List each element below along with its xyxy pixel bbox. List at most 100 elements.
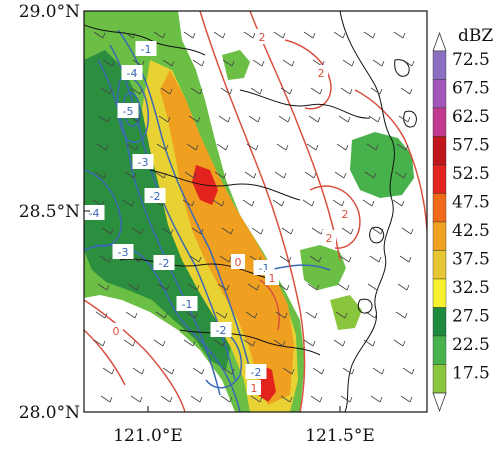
colorbar-level-label: 67.5 bbox=[452, 79, 490, 99]
wind-barb bbox=[333, 339, 346, 347]
wind-barb bbox=[394, 171, 407, 179]
wind-barb bbox=[281, 227, 294, 235]
wind-barb bbox=[402, 59, 415, 67]
wind-barb bbox=[213, 31, 226, 39]
contour-label-box bbox=[255, 29, 269, 44]
wind-barb bbox=[160, 87, 173, 95]
contour-value-label: -3 bbox=[118, 246, 129, 259]
wind-barb bbox=[303, 31, 316, 39]
contour-value-label: -4 bbox=[89, 207, 100, 220]
blue-contour bbox=[205, 329, 242, 389]
wind-barb bbox=[366, 143, 379, 151]
colorbar-level-label: 47.5 bbox=[452, 193, 490, 213]
lon-tick-label-121: 121.0°E bbox=[113, 426, 183, 446]
wind-barb bbox=[370, 395, 383, 403]
red-contour bbox=[284, 39, 332, 110]
wind-barb bbox=[216, 143, 229, 151]
wind-barb bbox=[245, 311, 258, 319]
wind-barb bbox=[334, 171, 347, 179]
wind-barb bbox=[188, 115, 201, 123]
colorbar-level-labels: 72.5 67.5 62.5 57.5 52.5 47.5 42.5 37.5 32.5 27.5… bbox=[452, 50, 490, 384]
wind-barb bbox=[192, 367, 205, 375]
wind-barb bbox=[247, 283, 260, 291]
echo-region-green-coast bbox=[330, 295, 362, 330]
wind-barb bbox=[341, 227, 354, 235]
island-outline bbox=[403, 110, 417, 128]
wind-barb bbox=[400, 87, 413, 95]
wind-barb bbox=[335, 311, 348, 319]
wind-barb bbox=[250, 87, 263, 95]
wind-barb bbox=[305, 311, 318, 319]
wind-barb bbox=[101, 227, 114, 235]
wind-barb bbox=[250, 395, 263, 403]
wind-barb bbox=[278, 115, 291, 123]
wind-barb bbox=[340, 395, 353, 403]
axis-ticks bbox=[84, 10, 341, 413]
wind-barb bbox=[190, 395, 203, 403]
wind-barb bbox=[312, 367, 325, 375]
island-outline bbox=[357, 298, 373, 314]
wind-barb bbox=[162, 367, 175, 375]
colorbar-level-label: 52.5 bbox=[452, 164, 490, 184]
wind-barb bbox=[130, 395, 143, 403]
wind-barb bbox=[332, 199, 345, 207]
wind-barb bbox=[306, 143, 319, 151]
wind-barb bbox=[94, 171, 107, 179]
wind-barb bbox=[189, 255, 202, 263]
colorbar-swatch bbox=[432, 193, 447, 223]
wind-barb bbox=[131, 227, 144, 235]
red-contour bbox=[249, 11, 341, 261]
wind-barb bbox=[154, 171, 167, 179]
wind-barb bbox=[401, 227, 414, 235]
colorbar-swatch bbox=[432, 136, 447, 166]
blue-contour bbox=[117, 29, 251, 371]
contour-value-label: 0 bbox=[113, 325, 120, 338]
colorbar-swatch bbox=[432, 107, 447, 137]
wind-barb bbox=[100, 87, 113, 95]
wind-barb bbox=[340, 87, 353, 95]
wind-barb bbox=[303, 339, 316, 347]
island-outline bbox=[369, 226, 385, 244]
wind-barb bbox=[242, 199, 255, 207]
contour-value-label: -1 bbox=[141, 43, 152, 56]
contour-label-box bbox=[314, 65, 328, 80]
wind-barb bbox=[183, 31, 196, 39]
colorbar-swatches bbox=[432, 31, 447, 413]
wind-barb bbox=[157, 283, 170, 291]
contour-label-box bbox=[112, 244, 134, 259]
echo-region-orange bbox=[160, 70, 294, 405]
wind-barb bbox=[99, 255, 112, 263]
wind-barb bbox=[308, 115, 321, 123]
colorbar-level-label: 62.5 bbox=[452, 107, 490, 127]
contour-label-box bbox=[338, 206, 352, 221]
echo-region-darkgreen-west bbox=[84, 50, 232, 370]
colorbar-title: dBZ bbox=[458, 26, 493, 46]
colorbar-level-label: 42.5 bbox=[452, 221, 490, 241]
wind-barb bbox=[339, 255, 352, 263]
wind-barb bbox=[185, 311, 198, 319]
wind-barb bbox=[153, 339, 166, 347]
red-contour bbox=[84, 329, 126, 386]
wind-barb bbox=[365, 311, 378, 319]
wind-barb bbox=[398, 115, 411, 123]
wind-barb bbox=[123, 31, 136, 39]
contour-value-label: -3 bbox=[138, 156, 149, 169]
wind-barb bbox=[126, 143, 139, 151]
wind-barb bbox=[364, 171, 377, 179]
wind-barb bbox=[396, 143, 409, 151]
contour-label-box bbox=[109, 323, 123, 338]
wind-barb bbox=[220, 395, 233, 403]
wind-barb bbox=[333, 31, 346, 39]
contour-label-box bbox=[83, 205, 105, 220]
lon-tick-label-121-5: 121.5°E bbox=[305, 426, 375, 446]
wind-barb bbox=[244, 171, 257, 179]
wind-barb bbox=[307, 283, 320, 291]
red-contour bbox=[309, 185, 361, 249]
colorbar-top-extend-arrow bbox=[432, 31, 447, 52]
colorbar-swatch bbox=[432, 164, 447, 194]
echo-region-green-ne bbox=[222, 50, 250, 80]
wind-barb bbox=[97, 283, 110, 291]
wind-barb bbox=[214, 171, 227, 179]
colorbar-level-label: 32.5 bbox=[452, 278, 490, 298]
